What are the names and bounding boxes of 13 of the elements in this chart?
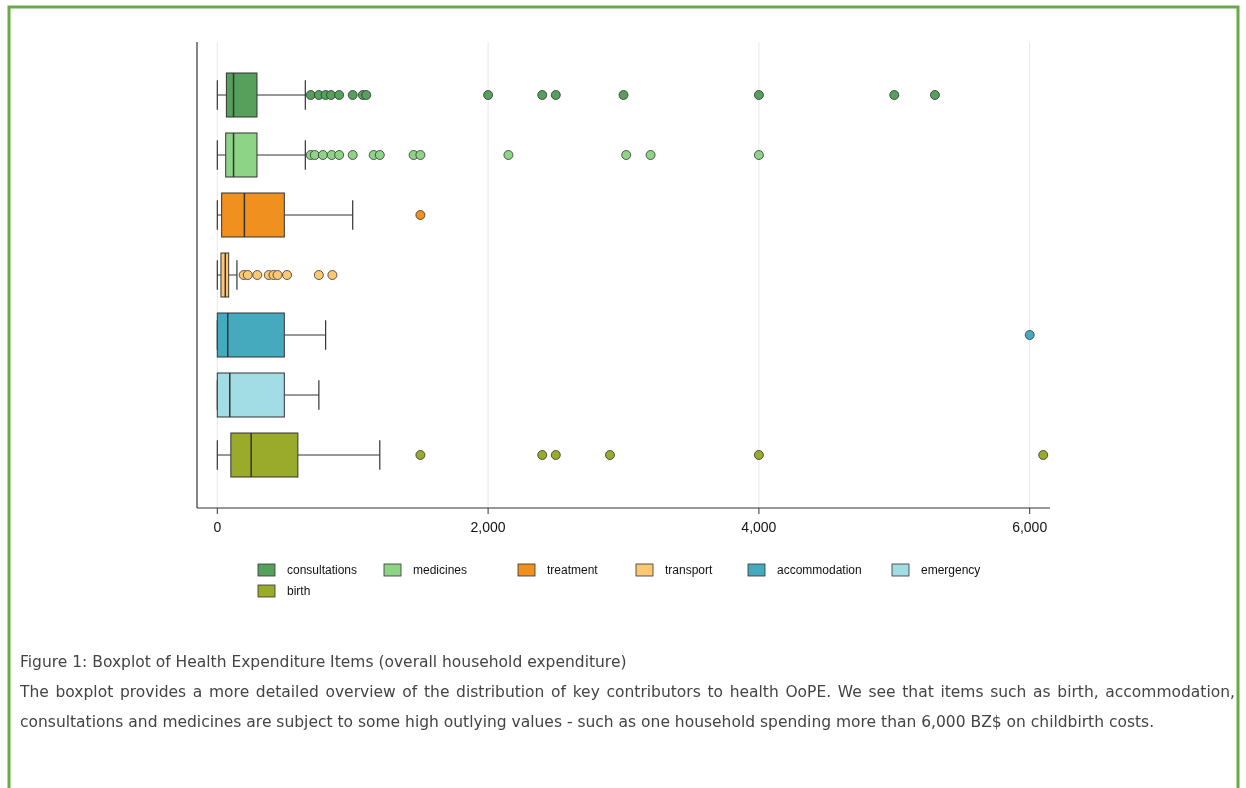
- legend-label: birth: [287, 584, 311, 598]
- x-tick-label: 6,000: [1012, 519, 1048, 535]
- text: Figure 1: Boxplot of Health Expenditure Items (overall household expenditure): [20, 653, 627, 671]
- legend-label: emergency: [921, 563, 981, 577]
- x-tick-label: 0: [213, 519, 222, 535]
- text: The boxplot provides a more detailed overview of the distribution of key contributors to health OoPE. We see that items such as birth, accommodation, consultations and medicines are subject to some high outlying values - such as one household spending more than 6,000 BZ$ on childbirth costs.: [20, 682, 1235, 733]
- legend-label: medicines: [413, 563, 468, 577]
- legend-label: treatment: [547, 563, 599, 577]
- legend-label: consultations: [287, 563, 358, 577]
- legend-label: transport: [665, 563, 714, 577]
- x-tick-label: 2,000: [470, 519, 506, 535]
- legend-label: accommodation: [777, 563, 862, 577]
- x-tick-label: 4,000: [741, 519, 777, 535]
